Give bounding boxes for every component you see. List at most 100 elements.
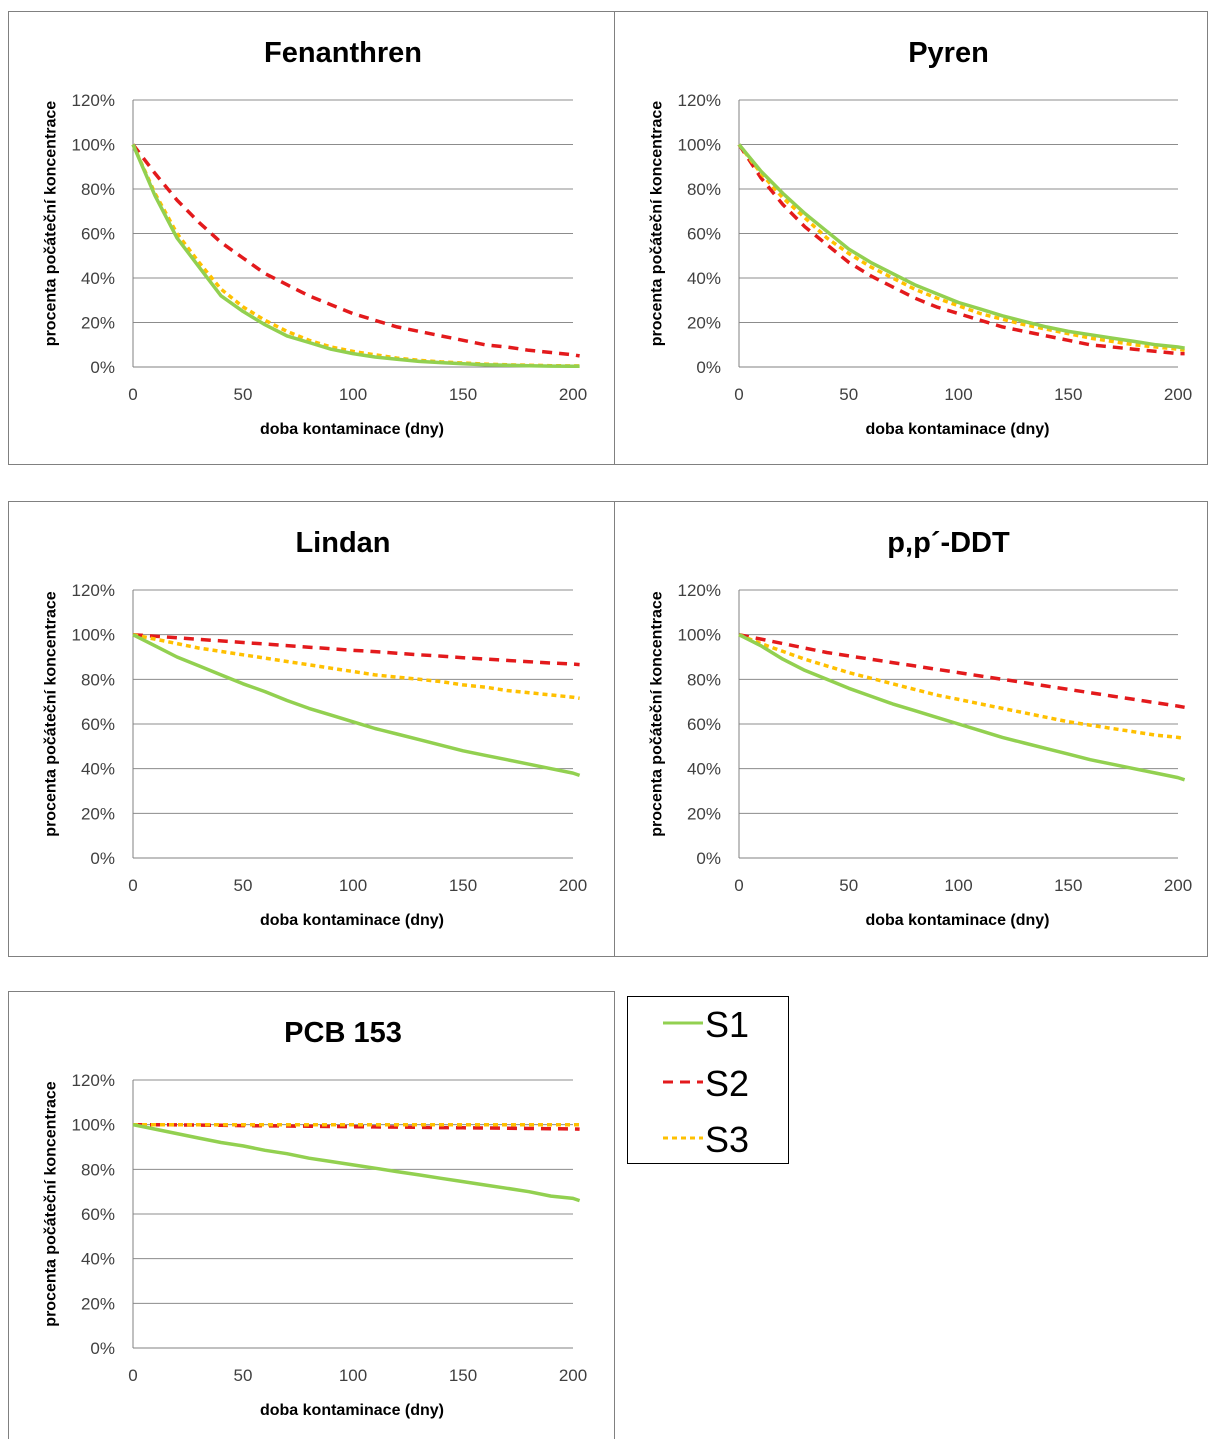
legend: S1 S2 S3 xyxy=(627,996,789,1164)
x-axis-label: doba kontaminace (dny) xyxy=(865,912,1049,929)
series-line-s1 xyxy=(738,633,1186,782)
series-line-s1 xyxy=(737,143,1185,350)
y-tick-label: 0% xyxy=(90,1339,115,1358)
y-tick-label: 100% xyxy=(72,136,115,155)
y-axis-label: procenta počáteční koncentrace xyxy=(649,591,666,837)
x-axis-label: doba kontaminace (dny) xyxy=(260,1402,444,1419)
charts-group: 0% 20% 40% 60% 80% 100% 120% 0 50 100 150 200 Fenant… xyxy=(8,11,1208,1439)
y-axis-label: procenta počáteční koncentrace xyxy=(43,101,60,347)
y-axis-label: procenta počáteční koncentrace xyxy=(43,1081,60,1327)
y-tick-label: 120% xyxy=(72,1071,115,1090)
x-axis-label: doba kontaminace (dny) xyxy=(260,912,444,929)
x-axis-label: doba kontaminace (dny) xyxy=(865,421,1049,438)
y-tick-label: 20% xyxy=(687,804,721,823)
series-line-s2 xyxy=(131,143,580,358)
series-line-s2 xyxy=(737,143,1185,356)
x-tick-label: 200 xyxy=(559,1366,587,1385)
x-tick-label: 0 xyxy=(128,385,137,404)
y-tick-label: 60% xyxy=(81,1205,115,1224)
x-tick-label: 100 xyxy=(944,876,972,895)
x-tick-label: 0 xyxy=(734,876,743,895)
x-tick-label: 150 xyxy=(449,876,477,895)
series-line-s2 xyxy=(132,632,580,667)
x-tick-label: 150 xyxy=(1054,876,1082,895)
series-line-s3 xyxy=(132,632,580,701)
chart-title: p,p´-DDT xyxy=(887,527,1010,559)
y-tick-label: 100% xyxy=(72,626,115,645)
y-tick-label: 100% xyxy=(72,1116,115,1135)
x-tick-label: 0 xyxy=(128,876,137,895)
y-tick-label: 80% xyxy=(81,1160,115,1179)
legend-label-s3: S3 xyxy=(705,1119,749,1160)
y-tick-label: 60% xyxy=(81,715,115,734)
y-tick-label: 60% xyxy=(81,225,115,244)
chart-panel-2: 0% 20% 40% 60% 80% 100% 120% 0 50 100 150 200 Pyren d… xyxy=(614,11,1208,465)
chart-frame xyxy=(8,11,615,465)
x-tick-label: 150 xyxy=(449,1366,477,1385)
chart-panel-4: 0% 20% 40% 60% 80% 100% 120% 0 50 100 150 200 p,p´-D… xyxy=(614,501,1208,957)
y-tick-label: 120% xyxy=(678,581,721,600)
y-tick-label: 40% xyxy=(687,269,721,288)
chart-frame xyxy=(8,501,615,957)
x-tick-label: 150 xyxy=(449,385,477,404)
y-tick-label: 20% xyxy=(81,1294,115,1313)
series-line-s1 xyxy=(132,633,581,778)
x-tick-label: 200 xyxy=(559,385,587,404)
y-tick-label: 120% xyxy=(72,91,115,110)
x-tick-label: 100 xyxy=(339,1366,367,1385)
y-axis-label: procenta počáteční koncentrace xyxy=(43,591,60,837)
y-tick-label: 60% xyxy=(687,225,721,244)
y-tick-label: 0% xyxy=(696,358,721,377)
series-line-s3 xyxy=(738,633,1185,741)
series-line-s1 xyxy=(131,143,580,369)
y-tick-label: 40% xyxy=(81,760,115,779)
x-tick-label: 0 xyxy=(734,385,743,404)
series-line-s1 xyxy=(132,1122,581,1203)
series-line-s3 xyxy=(737,143,1185,353)
y-tick-label: 40% xyxy=(81,269,115,288)
y-tick-label: 80% xyxy=(81,670,115,689)
chart-frame xyxy=(8,991,615,1439)
legend-label-s1: S1 xyxy=(705,1004,749,1045)
y-tick-label: 40% xyxy=(687,760,721,779)
chart-frame xyxy=(614,11,1208,465)
x-tick-label: 50 xyxy=(234,385,253,404)
chart-title: PCB 153 xyxy=(284,1017,402,1049)
x-tick-label: 50 xyxy=(839,876,858,895)
y-tick-label: 0% xyxy=(90,849,115,868)
x-tick-label: 50 xyxy=(234,1366,253,1385)
chart-title: Fenanthren xyxy=(264,37,422,69)
x-axis-label: doba kontaminace (dny) xyxy=(260,421,444,438)
y-tick-label: 60% xyxy=(687,715,721,734)
y-tick-label: 80% xyxy=(687,180,721,199)
y-tick-label: 80% xyxy=(687,670,721,689)
chart-title: Pyren xyxy=(908,37,989,69)
x-tick-label: 200 xyxy=(1164,385,1192,404)
y-tick-label: 40% xyxy=(81,1250,115,1269)
x-tick-label: 200 xyxy=(1164,876,1192,895)
y-tick-label: 120% xyxy=(72,581,115,600)
legend-frame xyxy=(627,996,789,1164)
y-axis-label: procenta počáteční koncentrace xyxy=(649,101,666,347)
x-tick-label: 100 xyxy=(944,385,972,404)
legend-label-s2: S2 xyxy=(705,1063,749,1104)
y-tick-label: 0% xyxy=(90,358,115,377)
chart-panel-5: 0% 20% 40% 60% 80% 100% 120% 0 50 100 150 200 PCB 15… xyxy=(8,991,615,1439)
x-tick-label: 100 xyxy=(339,876,367,895)
x-tick-label: 50 xyxy=(234,876,253,895)
y-tick-label: 0% xyxy=(696,849,721,868)
y-tick-label: 100% xyxy=(678,136,721,155)
x-tick-label: 100 xyxy=(339,385,367,404)
y-tick-label: 20% xyxy=(81,314,115,333)
chart-panel-1: 0% 20% 40% 60% 80% 100% 120% 0 50 100 150 200 Fenant… xyxy=(8,11,615,465)
chart-title: Lindan xyxy=(295,527,390,559)
y-tick-label: 20% xyxy=(687,314,721,333)
y-tick-label: 100% xyxy=(678,626,721,645)
y-tick-label: 120% xyxy=(678,91,721,110)
x-tick-label: 50 xyxy=(839,385,858,404)
x-tick-label: 200 xyxy=(559,876,587,895)
y-tick-label: 80% xyxy=(81,180,115,199)
chart-panel-3: 0% 20% 40% 60% 80% 100% 120% 0 50 100 150 200 Lindan… xyxy=(8,501,615,957)
y-tick-label: 20% xyxy=(81,804,115,823)
